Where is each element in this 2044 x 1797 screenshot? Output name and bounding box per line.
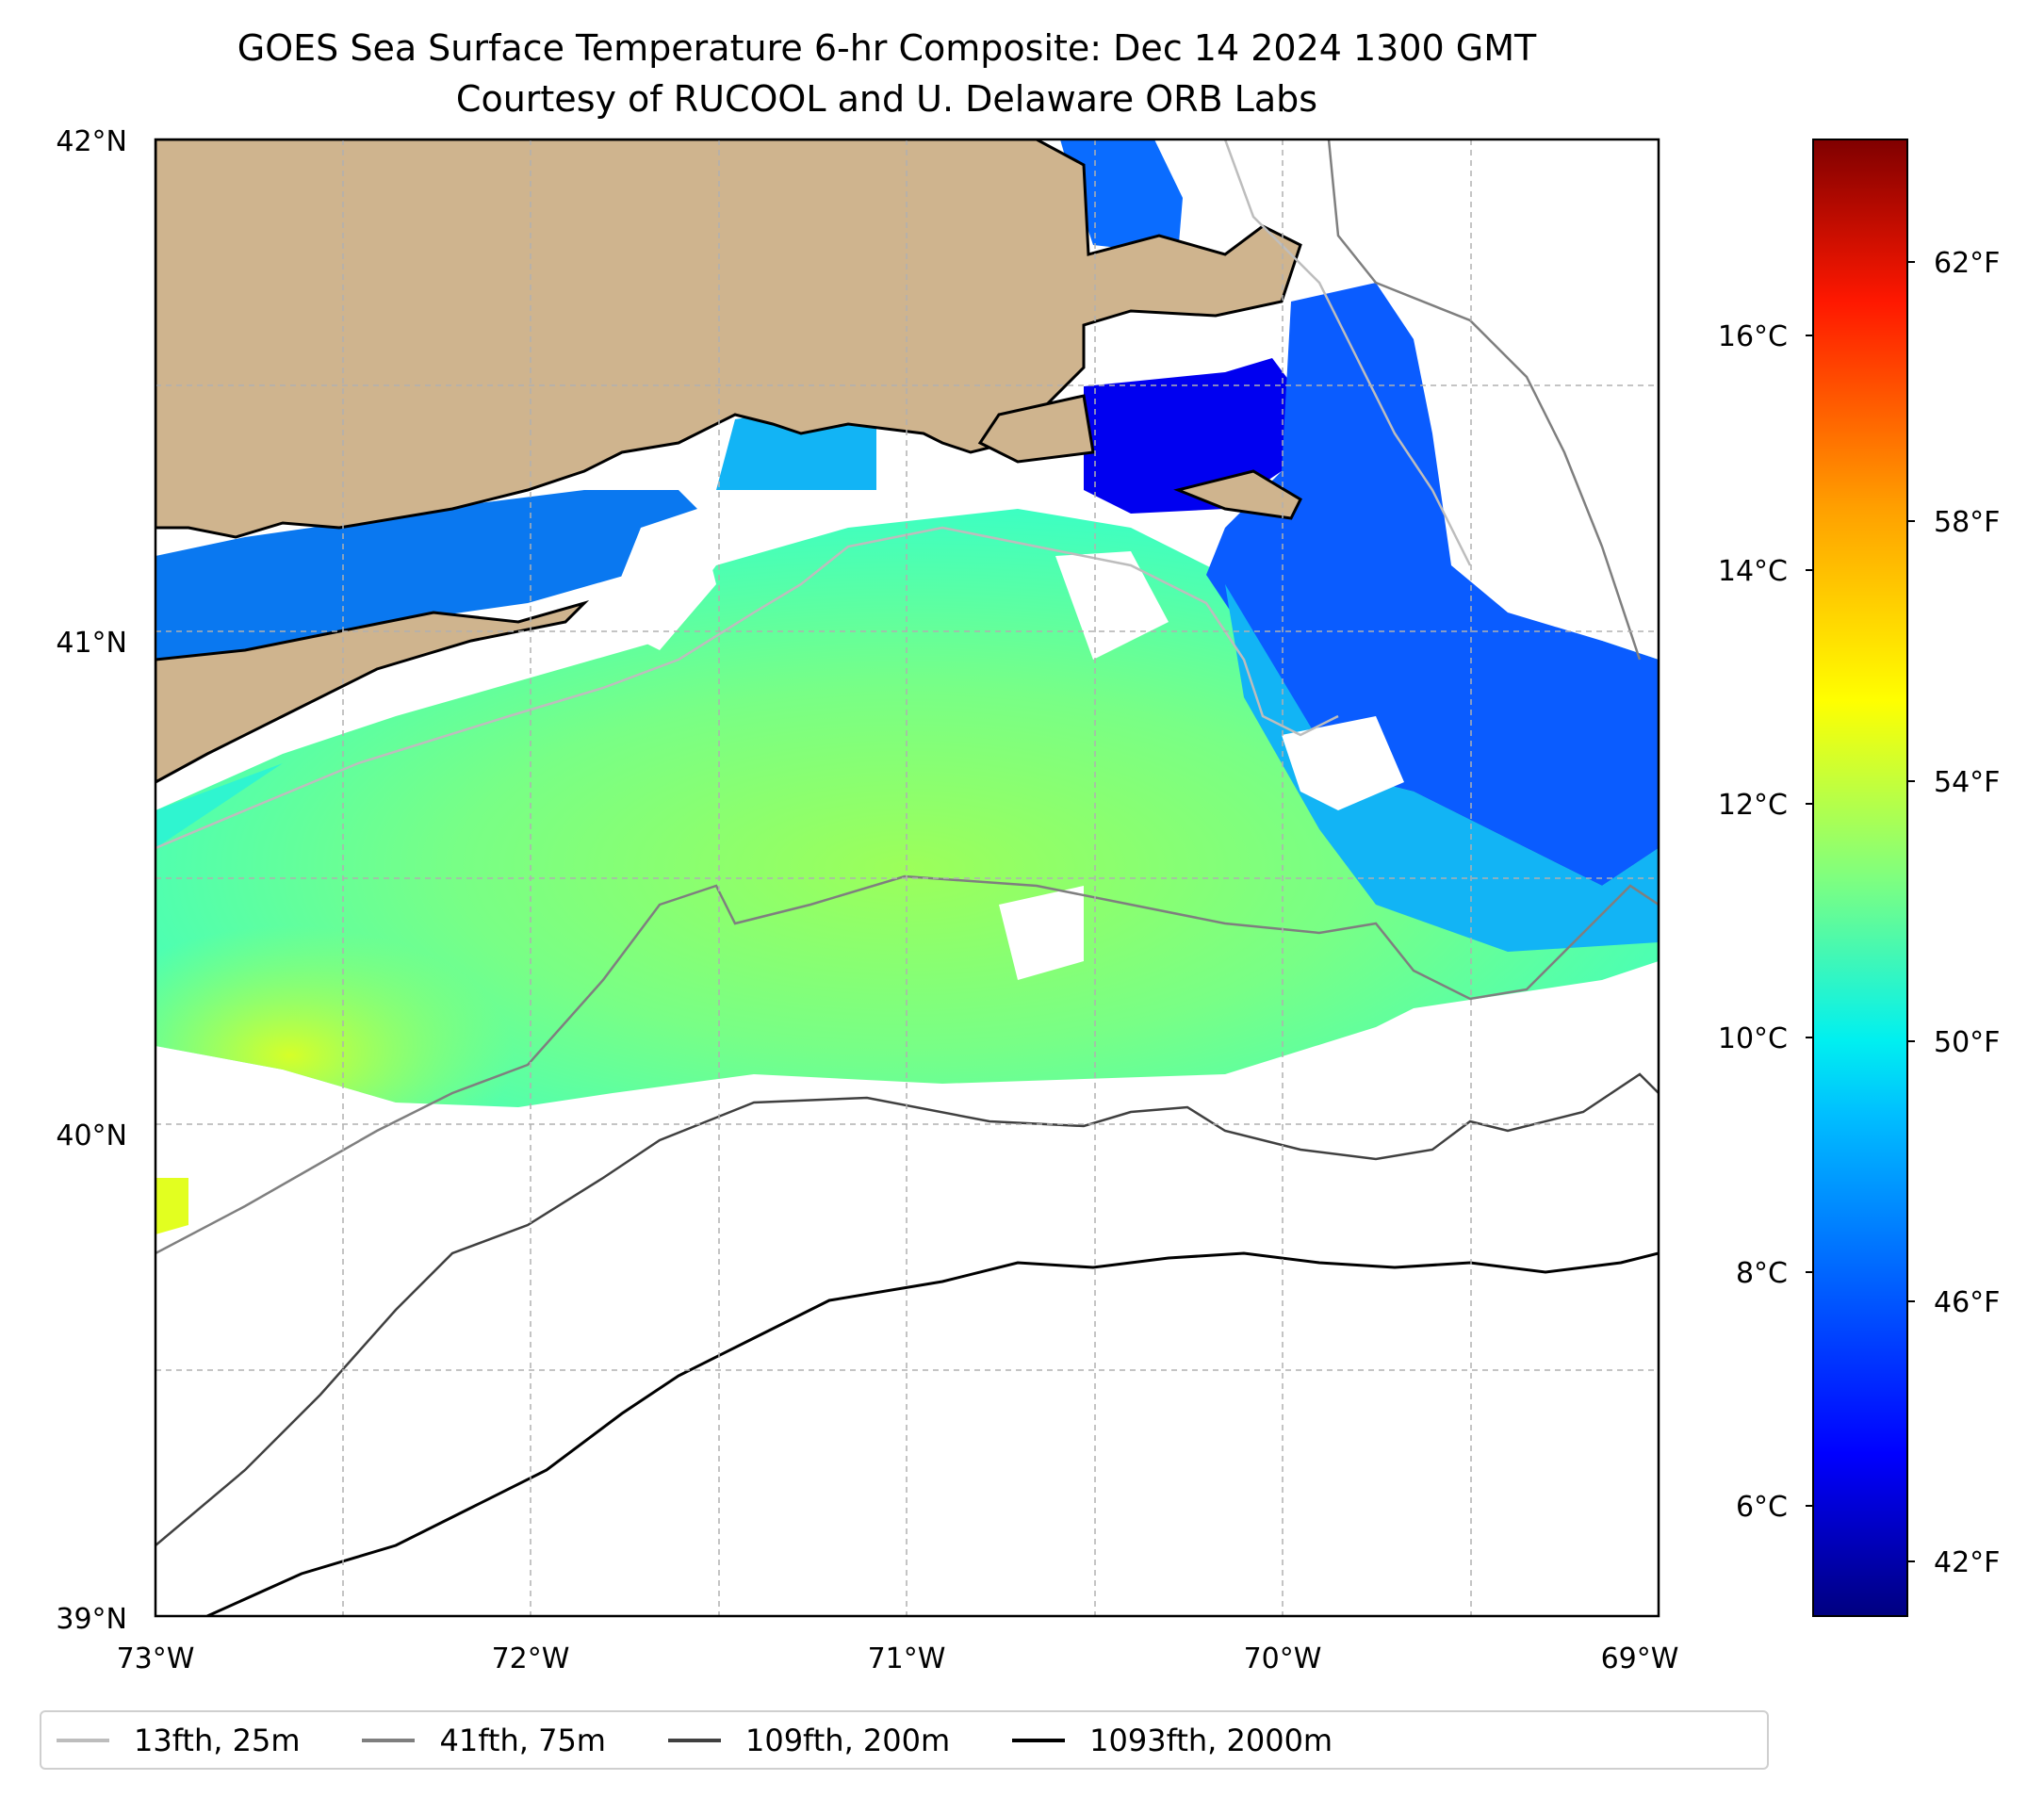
colorbar [1812,139,1908,1617]
cbar-c-14: 14°C [1718,555,1788,588]
lat-tick-labels: 42°N 41°N 40°N 39°N [56,125,127,1636]
cbar-c-10: 10°C [1718,1022,1788,1055]
cbar-f-58: 58°F [1934,506,2000,539]
legend-item-2000m: 1093fth, 2000m [1012,1723,1333,1758]
cbar-f-54: 54°F [1934,766,2000,799]
lon-tick-70: 70°W [1244,1642,1322,1675]
legend: 13fth, 25m 41fth, 75m 109fth, 200m 1093f… [40,1710,1769,1770]
chart-title: GOES Sea Surface Temperature 6-hr Compos… [237,27,1537,69]
cbar-c-12: 12°C [1718,789,1788,822]
contour-75m [155,874,1659,1255]
lon-tick-73: 73°W [117,1642,195,1675]
legend-label-25m: 13fth, 25m [134,1722,301,1758]
colorbar-fahrenheit-labels: 62°F 58°F 54°F 50°F 46°F 42°F [1934,247,2000,1579]
colorbar-fahrenheit-ticks [1907,261,1915,1562]
lon-tick-72: 72°W [492,1642,570,1675]
lon-tick-69: 69°W [1601,1642,1679,1675]
chart-subtitle: Courtesy of RUCOOL and U. Delaware ORB L… [455,78,1318,120]
legend-line-2000m [1012,1738,1066,1742]
gridlines [155,139,1659,1616]
cbar-f-50: 50°F [1934,1026,2000,1059]
cbar-f-46: 46°F [1934,1286,2000,1319]
cbar-c-16: 16°C [1718,320,1788,353]
land-masses [155,139,1302,784]
contour-2000m [206,1251,1659,1616]
legend-line-200m [667,1738,721,1742]
colorbar-celsius-labels: 16°C 14°C 12°C 10°C 8°C 6°C [1718,320,1788,1524]
legend-line-75m [362,1738,416,1742]
lat-tick-39: 39°N [56,1603,127,1636]
legend-item-200m: 109fth, 200m [667,1722,951,1758]
legend-item-25m: 13fth, 25m [57,1723,300,1758]
cbar-c-8: 8°C [1736,1257,1788,1290]
map-frame [154,138,1660,1618]
cbar-f-62: 62°F [1934,247,2000,280]
lon-tick-71: 71°W [868,1642,946,1675]
legend-label-2000m: 1093fth, 2000m [1089,1722,1333,1758]
lat-tick-42: 42°N [56,125,127,158]
legend-label-75m: 41fth, 75m [439,1722,606,1758]
legend-item-75m: 41fth, 75m [362,1722,606,1758]
contour-25m [155,526,1339,850]
cbar-c-6: 6°C [1736,1491,1788,1524]
legend-line-25m [57,1738,109,1742]
lat-tick-40: 40°N [56,1119,127,1152]
legend-label-200m: 109fth, 200m [744,1722,951,1758]
colorbar-celsius-ticks [1806,335,1813,1507]
lon-tick-labels: 73°W 72°W 71°W 70°W 69°W [117,1642,1679,1675]
cbar-f-42: 42°F [1934,1546,2000,1579]
lat-tick-41: 41°N [56,627,127,660]
